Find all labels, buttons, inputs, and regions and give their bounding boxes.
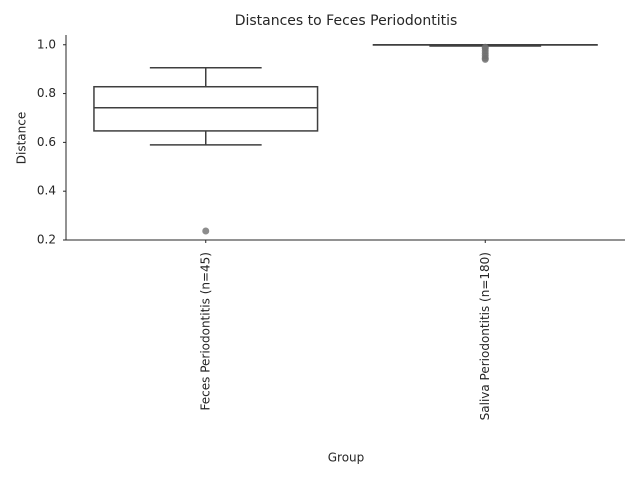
- y-tick-label: 0.8: [37, 86, 56, 100]
- chart-title: Distances to Feces Periodontitis: [235, 13, 458, 29]
- x-tick-label: Feces Periodontitis (n=45): [198, 252, 212, 410]
- y-tick-label: 0.6: [37, 135, 56, 149]
- y-tick-label: 0.4: [37, 184, 56, 198]
- x-tick-label: Saliva Periodontitis (n=180): [478, 252, 492, 420]
- x-axis-label: Group: [328, 451, 365, 465]
- y-tick-label: 0.2: [37, 233, 56, 247]
- box: [93, 85, 319, 132]
- y-tick-label: 1.0: [37, 37, 56, 51]
- flier: [202, 227, 210, 235]
- y-axis-label: Distance: [15, 112, 29, 164]
- flier: [481, 55, 489, 63]
